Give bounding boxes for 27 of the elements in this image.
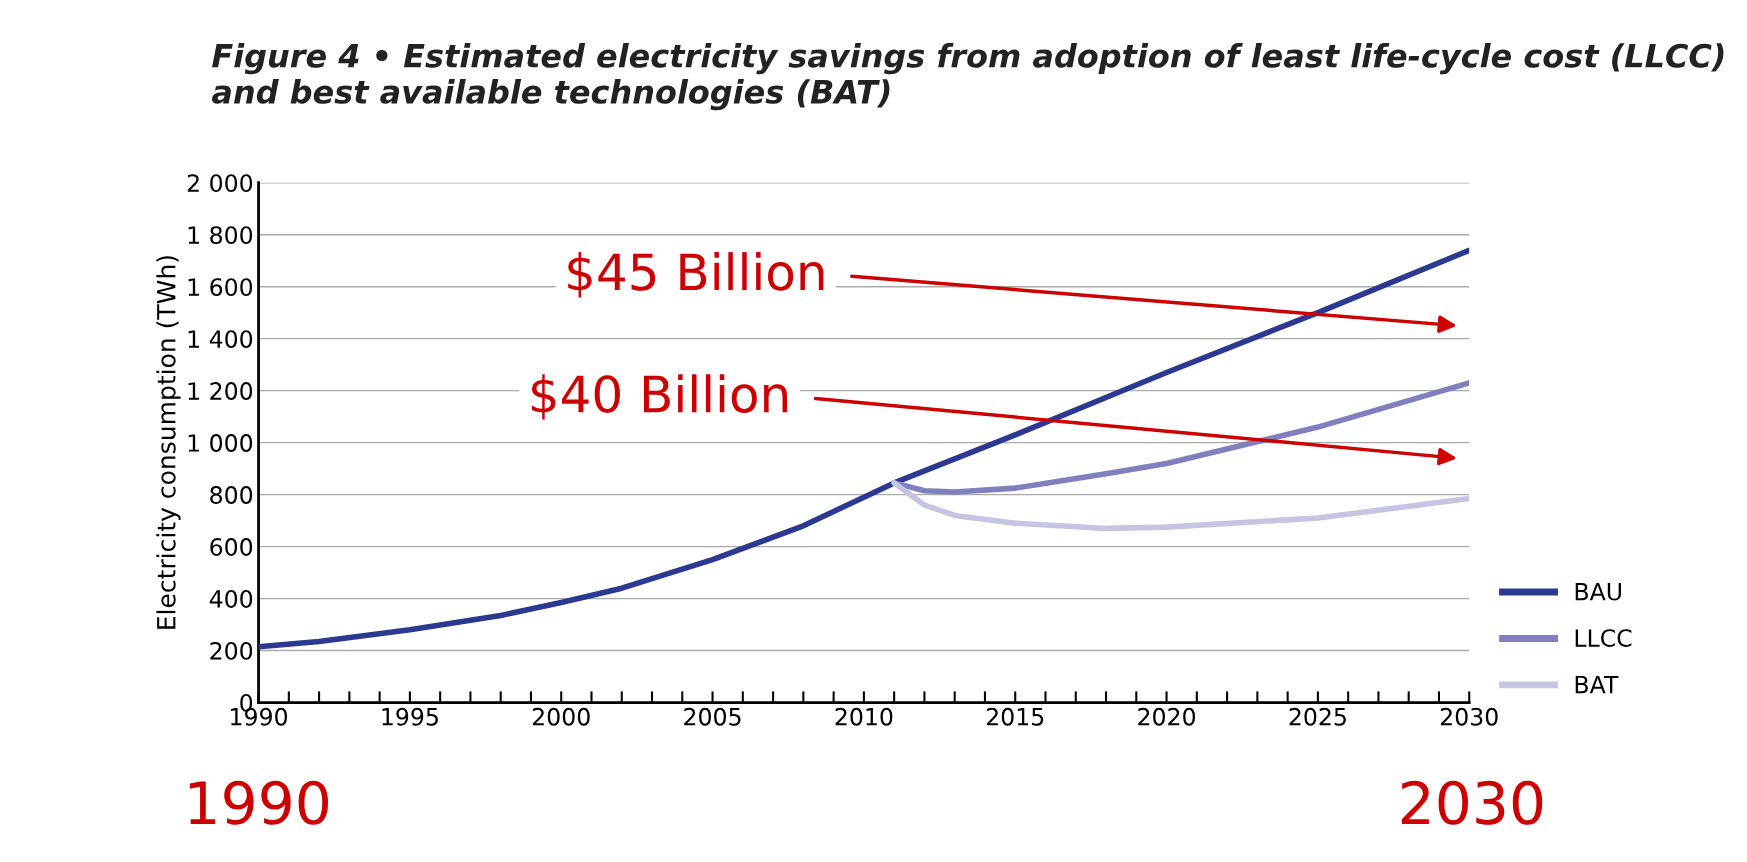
x-tick-label: 2030 (1440, 707, 1498, 726)
x-tick-label: 1995 (382, 707, 438, 726)
legend-label: BAT (1575, 675, 1619, 694)
y-tick-label: 1 000 (188, 434, 253, 452)
y-tick-label: 800 (210, 486, 253, 504)
y-tick-label: 200 (210, 642, 253, 660)
x-tick-label: 2000 (532, 707, 590, 726)
annotation: $45 Billion (568, 252, 824, 298)
annotation: $40 Billion (531, 374, 788, 420)
text: 2030 (1401, 780, 1543, 825)
y-tick-label: 1 800 (188, 226, 253, 245)
x-tick-label: 2020 (1138, 707, 1196, 726)
y-tick-label: 1 400 (188, 330, 253, 348)
legend-label: BAU (1575, 582, 1621, 601)
y-tick-label: 1 600 (188, 278, 253, 297)
y-tick-label: 2 000 (187, 174, 253, 193)
legend-label: LLCC (1575, 629, 1632, 648)
chart-title: Figure 4 • Estimated electricity savings from adoption of least life-cycle cost (LLCC) and best available technologies (BAT) (211, 43, 1724, 111)
y-tick-label: 1 200 (188, 382, 253, 400)
x-tick-label: 2015 (986, 707, 1044, 726)
text: 1990 (189, 780, 329, 825)
x-tick-label: 2005 (684, 707, 741, 726)
y-tick-label: 400 (209, 590, 253, 608)
y-tick-label: 600 (210, 538, 253, 556)
x-tick-label: 2025 (1289, 707, 1346, 726)
y-axis-title: Electricity consumption (TWh) (156, 256, 181, 629)
x-tick-label: 2010 (835, 707, 893, 726)
